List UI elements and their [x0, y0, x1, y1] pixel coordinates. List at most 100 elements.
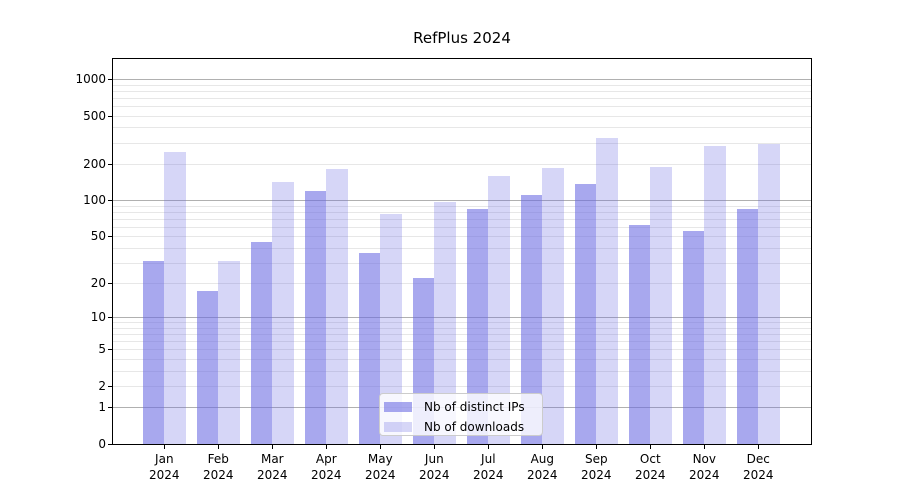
- x-tick-month: Jan: [155, 452, 174, 466]
- bar-downloads-aug: [542, 167, 564, 444]
- y-tick-label-50: 50: [90, 229, 106, 244]
- x-tick-mark-feb: [218, 444, 220, 449]
- legend: Nb of distinct IPs Nb of downloads: [379, 393, 543, 436]
- x-tick-label-aug: Aug 2024: [510, 451, 574, 483]
- x-tick-month: Sep: [584, 452, 608, 466]
- x-tick-year: 2024: [473, 468, 504, 482]
- legend-swatch-downloads-icon: [384, 421, 412, 432]
- gridline-minor-8: [113, 327, 811, 329]
- x-tick-month: Mar: [260, 452, 284, 466]
- gridline-minor-200: [113, 163, 811, 165]
- bar-downloads-jan: [164, 152, 186, 444]
- gridline-minor-90: [113, 205, 811, 207]
- bar-ips-jan: [142, 260, 165, 444]
- y-tick-mark-10: [108, 317, 113, 319]
- y-tick-label-20: 20: [90, 276, 106, 291]
- x-tick-mark-mar: [272, 444, 274, 449]
- gridline-minor-3: [113, 370, 811, 372]
- x-tick-mark-nov: [704, 444, 706, 449]
- x-tick-year: 2024: [419, 468, 450, 482]
- y-tick-label-1000: 1000: [75, 72, 106, 86]
- bar-downloads-feb: [218, 260, 240, 444]
- x-tick-year: 2024: [635, 468, 666, 482]
- chart-title: RefPlus 2024: [413, 29, 511, 47]
- x-tick-year: 2024: [581, 468, 612, 482]
- x-tick-mark-jul: [488, 444, 490, 449]
- x-tick-mark-aug: [542, 444, 544, 449]
- gridline-minor-900: [113, 84, 811, 86]
- gridline-minor-20: [113, 283, 811, 285]
- x-tick-year: 2024: [689, 468, 720, 482]
- gridline-major-1000: [113, 79, 811, 80]
- bar-ips-oct: [628, 225, 651, 444]
- bar-downloads-nov: [704, 146, 726, 444]
- gridline-minor-400: [113, 127, 811, 129]
- y-tick-mark-0: [108, 444, 113, 445]
- y-tick-mark-100: [108, 200, 113, 202]
- x-tick-mark-dec: [758, 444, 760, 449]
- y-tick-label-500: 500: [83, 108, 106, 123]
- x-tick-mark-oct: [650, 444, 652, 449]
- gridline-minor-300: [113, 142, 811, 144]
- y-tick-label-5: 5: [98, 342, 106, 357]
- gridline-minor-700: [113, 97, 811, 99]
- y-tick-mark-500: [108, 115, 113, 117]
- y-tick-label-2: 2: [98, 379, 106, 393]
- bar-ips-apr: [304, 191, 327, 444]
- x-tick-label-oct: Oct 2024: [618, 451, 682, 483]
- legend-item-downloads: Nb of downloads: [384, 418, 542, 435]
- legend-label-ips: Nb of distinct IPs: [424, 399, 525, 414]
- gridline-minor-9: [113, 322, 811, 324]
- bar-ips-dec: [736, 208, 759, 444]
- gridline-minor-500: [113, 115, 811, 117]
- gridline-minor-6: [113, 341, 811, 343]
- legend-label-downloads: Nb of downloads: [424, 419, 525, 434]
- x-tick-mark-jun: [434, 444, 436, 449]
- bar-downloads-jul: [488, 175, 510, 444]
- gridline-minor-600: [113, 106, 811, 107]
- plot-area: [112, 58, 812, 445]
- gridline-minor-4: [113, 359, 811, 360]
- x-tick-year: 2024: [257, 468, 288, 482]
- x-tick-label-sep: Sep 2024: [564, 451, 628, 483]
- x-tick-month: Jun: [424, 452, 444, 466]
- bar-downloads-sep: [596, 137, 618, 444]
- gridline-minor-800: [113, 90, 811, 92]
- legend-swatch-ips-icon: [384, 401, 412, 412]
- x-tick-month: May: [367, 452, 393, 466]
- x-tick-year: 2024: [743, 468, 774, 482]
- y-tick-mark-20: [108, 283, 113, 285]
- legend-item-distinct-ips: Nb of distinct IPs: [384, 398, 542, 415]
- bar-downloads-mar: [272, 181, 294, 444]
- gridline-minor-7: [113, 334, 811, 336]
- gridline-minor-70: [113, 218, 811, 220]
- bar-ips-aug: [520, 195, 543, 444]
- y-tick-label-100: 100: [83, 193, 106, 208]
- gridline-major-100: [113, 200, 811, 202]
- bar-downloads-jun: [434, 201, 456, 444]
- x-tick-label-jan: Jan 2024: [132, 451, 196, 483]
- gridline-minor-50: [113, 236, 811, 238]
- gridline-minor-30: [113, 262, 811, 264]
- bar-ips-sep: [574, 183, 597, 444]
- gridline-minor-40: [113, 247, 811, 249]
- x-tick-mark-sep: [596, 444, 598, 449]
- x-tick-label-dec: Dec 2024: [726, 451, 790, 483]
- x-tick-label-may: May 2024: [348, 451, 412, 483]
- bar-ips-nov: [682, 231, 705, 444]
- x-tick-month: Apr: [315, 452, 337, 466]
- y-tick-mark-1: [108, 407, 113, 409]
- x-tick-year: 2024: [311, 468, 342, 482]
- x-tick-month: Aug: [530, 452, 555, 466]
- gridline-minor-80: [113, 211, 811, 213]
- bar-ips-mar: [250, 241, 273, 444]
- bar-downloads-apr: [326, 169, 348, 444]
- x-tick-label-feb: Feb 2024: [186, 451, 250, 483]
- bar-ips-jul: [466, 208, 489, 444]
- x-tick-month: Oct: [639, 452, 661, 466]
- bar-ips-may: [358, 253, 381, 444]
- y-tick-label-10: 10: [90, 310, 106, 325]
- y-tick-label-200: 200: [83, 156, 106, 171]
- x-tick-month: Nov: [692, 452, 716, 466]
- bar-ips-feb: [196, 291, 219, 444]
